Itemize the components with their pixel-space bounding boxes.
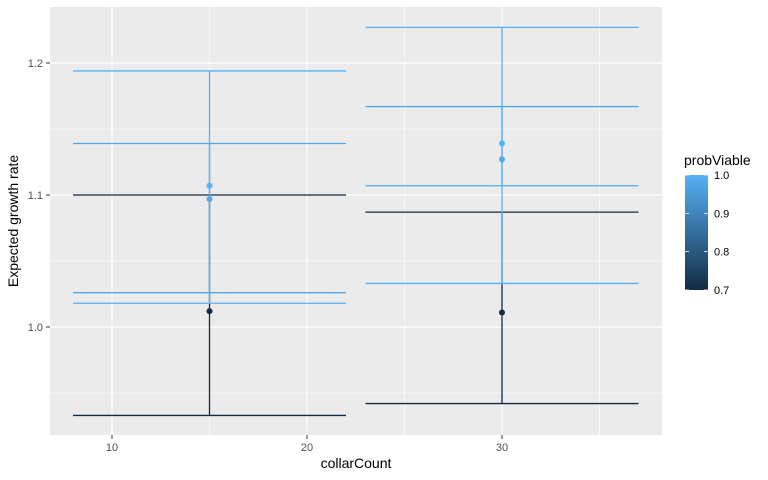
legend: probViable 1.0 0.9 0.8 0.7: [684, 152, 751, 297]
data-points: [206, 140, 505, 316]
y-tick-label: 1.0: [28, 322, 43, 334]
y-tick-label: 1.2: [28, 58, 43, 70]
legend-tick-label: 0.8: [714, 247, 729, 259]
x-axis-title: collarCount: [321, 455, 392, 471]
x-tick-label: 20: [301, 442, 313, 454]
plot-panel: [50, 7, 662, 435]
colorbar-ticks: 1.0 0.9 0.8 0.7: [685, 170, 729, 297]
x-axis: 10 20 30: [106, 435, 508, 454]
legend-title: probViable: [684, 152, 751, 168]
colorbar: [685, 175, 708, 290]
error-bars: [73, 26, 639, 417]
x-tick-label: 10: [106, 442, 118, 454]
y-axis: 1.0 1.1 1.2: [28, 58, 50, 334]
legend-tick-label: 0.7: [714, 285, 729, 297]
y-axis-title: Expected growth rate: [5, 155, 21, 288]
y-tick-label: 1.1: [28, 190, 43, 202]
x-tick-label: 30: [496, 442, 508, 454]
legend-tick-label: 1.0: [714, 170, 729, 182]
legend-tick-label: 0.9: [714, 208, 729, 220]
